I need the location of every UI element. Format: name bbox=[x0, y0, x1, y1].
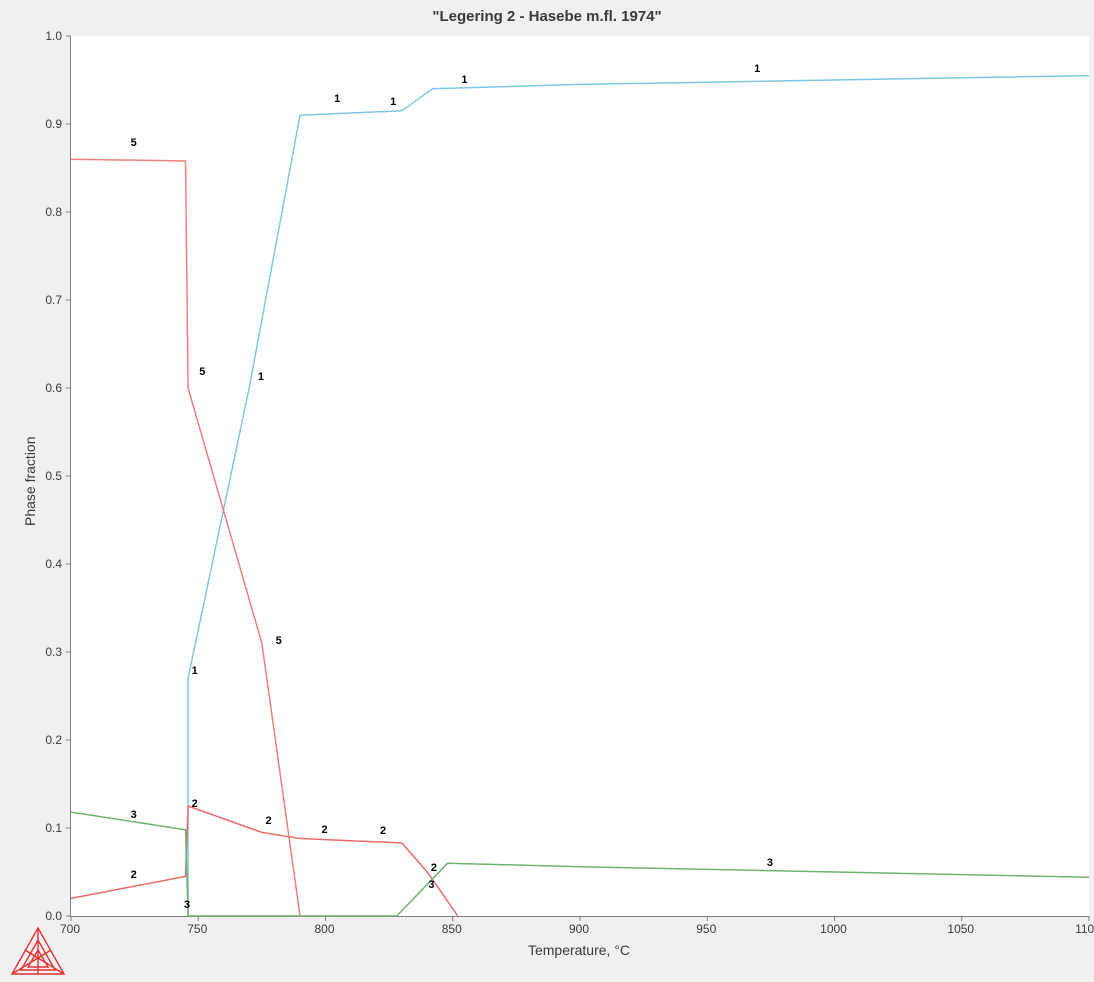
x-tick-label: 1050 bbox=[941, 922, 981, 936]
x-tick-label: 1100 bbox=[1068, 922, 1094, 936]
series-label: 2 bbox=[265, 815, 271, 827]
y-tick-label: 0.2 bbox=[32, 733, 62, 747]
x-axis-label: Temperature, °C bbox=[519, 942, 639, 958]
x-tick-label: 1000 bbox=[814, 922, 854, 936]
series-line-5 bbox=[71, 159, 300, 916]
plot-svg bbox=[71, 36, 1089, 916]
y-tick-label: 1.0 bbox=[32, 29, 62, 43]
series-label: 1 bbox=[754, 63, 760, 75]
chart-title: "Legering 2 - Hasebe m.fl. 1974" bbox=[0, 8, 1094, 25]
series-label: 5 bbox=[131, 137, 137, 149]
y-tick-label: 0.5 bbox=[32, 469, 62, 483]
series-line-1 bbox=[188, 76, 1089, 916]
x-tick-label: 800 bbox=[305, 922, 345, 936]
series-label: 1 bbox=[390, 96, 396, 108]
series-label: 3 bbox=[428, 879, 434, 891]
plot-area bbox=[70, 36, 1089, 917]
series-line-3 bbox=[71, 812, 1089, 916]
series-label: 3 bbox=[767, 857, 773, 869]
series-line-2 bbox=[71, 806, 458, 916]
y-tick-label: 0.6 bbox=[32, 381, 62, 395]
y-tick-label: 0.9 bbox=[32, 117, 62, 131]
y-tick-label: 0.7 bbox=[32, 293, 62, 307]
series-label: 2 bbox=[321, 824, 327, 836]
series-label: 1 bbox=[334, 93, 340, 105]
series-label: 2 bbox=[131, 869, 137, 881]
series-label: 3 bbox=[184, 899, 190, 911]
x-tick-label: 950 bbox=[686, 922, 726, 936]
series-label: 1 bbox=[461, 74, 467, 86]
chart-container: "Legering 2 - Hasebe m.fl. 1974" Phase f… bbox=[0, 0, 1094, 982]
y-tick-label: 0.1 bbox=[32, 821, 62, 835]
series-label: 1 bbox=[258, 371, 264, 383]
series-label: 1 bbox=[192, 665, 198, 677]
x-tick-label: 900 bbox=[559, 922, 599, 936]
series-label: 3 bbox=[131, 809, 137, 821]
y-tick-label: 0.4 bbox=[32, 557, 62, 571]
series-label: 2 bbox=[192, 798, 198, 810]
y-tick-label: 0.8 bbox=[32, 205, 62, 219]
x-tick-label: 750 bbox=[177, 922, 217, 936]
thermocalc-logo-icon bbox=[10, 926, 66, 976]
y-tick-label: 0.3 bbox=[32, 645, 62, 659]
series-label: 5 bbox=[276, 635, 282, 647]
series-label: 2 bbox=[431, 862, 437, 874]
series-label: 2 bbox=[380, 825, 386, 837]
series-label: 5 bbox=[199, 366, 205, 378]
x-tick-label: 850 bbox=[432, 922, 472, 936]
y-tick-label: 0.0 bbox=[32, 909, 62, 923]
